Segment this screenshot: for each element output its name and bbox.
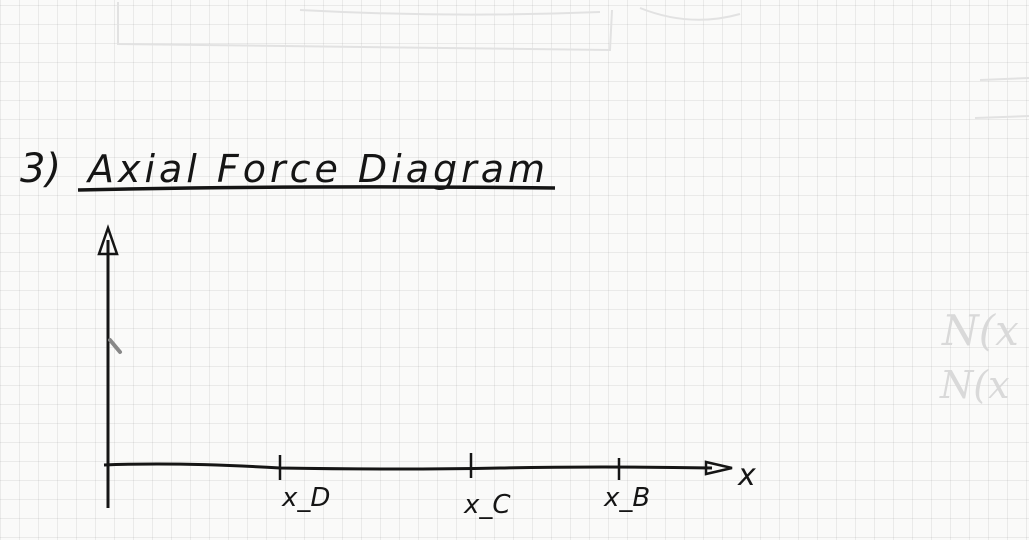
tick-label-xb: x_B: [603, 483, 650, 513]
title-underline: [77, 185, 556, 192]
section-title: Axial Force Diagram: [85, 147, 548, 191]
horizontal-axis-arrow-icon: [704, 460, 733, 476]
tick-label-xc: x_C: [463, 490, 511, 520]
ghost-text-2: N(x: [939, 363, 1010, 407]
previous-sketch-residue: [117, 2, 1029, 119]
vertical-axis-arrow-icon: [97, 224, 119, 256]
x-axis-label: x: [737, 458, 756, 493]
section-number: 3): [20, 146, 61, 192]
ghost-text-1: N(x: [941, 306, 1019, 355]
horizontal-axis: [103, 462, 713, 471]
pencil-mark: [108, 338, 122, 354]
tick-label-xd: x_D: [281, 483, 330, 513]
